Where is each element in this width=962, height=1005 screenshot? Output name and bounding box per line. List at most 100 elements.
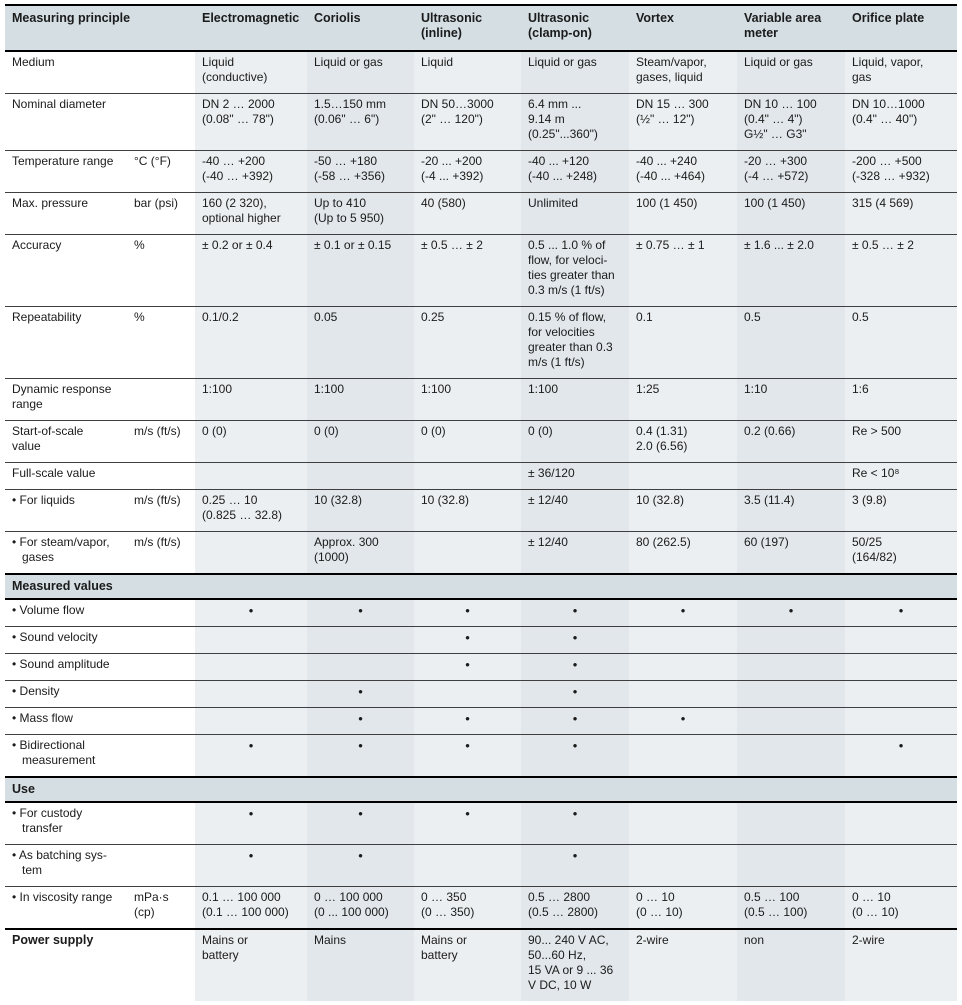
value-cell: 0.5 — [737, 306, 845, 379]
value-cell: 1:6 — [845, 378, 957, 421]
value-cell: 0.1 … 100 000 (0.1 … 100 000) — [195, 886, 307, 929]
row-label: • Mass flow — [5, 707, 127, 735]
dot-cell: • — [629, 707, 737, 735]
value-cell: 10 (32.8) — [307, 489, 414, 532]
value-cell — [307, 462, 414, 490]
row-unit — [127, 801, 195, 845]
measuring-principle-table: Measuring principle Electromagnetic Coriol… — [5, 4, 957, 1001]
column-header: Ultrasonic (inline) — [414, 5, 521, 52]
row-label: Repeatability — [5, 306, 127, 379]
dot-cell: • — [845, 598, 957, 627]
value-cell: Up to 410 (Up to 5 950) — [307, 192, 414, 235]
dot-cell: • — [195, 844, 307, 887]
empty-cell — [845, 653, 957, 681]
column-header: Electromagnetic — [195, 5, 307, 52]
dot-cell: • — [307, 801, 414, 845]
dot-cell: • — [195, 598, 307, 627]
row-label: • Volume flow — [5, 598, 127, 627]
value-cell: 0.5 … 2800 (0.5 … 2800) — [521, 886, 629, 929]
column-header: Vortex — [629, 5, 737, 52]
empty-cell — [414, 844, 521, 887]
value-cell: Liquid or gas — [737, 50, 845, 94]
dot-cell: • — [737, 598, 845, 627]
row-label: Temperature range — [5, 150, 127, 193]
value-cell: 100 (1 450) — [737, 192, 845, 235]
dot-cell: • — [521, 844, 629, 887]
row-label: Max. pressure — [5, 192, 127, 235]
dot-cell: • — [307, 680, 414, 708]
value-cell: Liquid — [414, 50, 521, 94]
value-cell: -20 ... +200 (-4 ... +392) — [414, 150, 521, 193]
column-header: Variable area meter — [737, 5, 845, 52]
dot-cell: • — [521, 707, 629, 735]
empty-cell — [307, 653, 414, 681]
row-unit — [127, 598, 195, 627]
row-label: • In viscosity range — [5, 886, 127, 929]
value-cell: 1:100 — [195, 378, 307, 421]
column-header: Ultrasonic (clamp-on) — [521, 5, 629, 52]
value-cell: 50/25 (164/82) — [845, 531, 957, 574]
value-cell: ± 36/120 — [521, 462, 629, 490]
value-cell: 1:100 — [521, 378, 629, 421]
value-cell: 6.4 mm ... 9.14 m (0.25"...360") — [521, 93, 629, 151]
value-cell: 0.15 % of flow, for velocities greater t… — [521, 306, 629, 379]
dot-cell: • — [195, 801, 307, 845]
section-header: Use — [5, 776, 957, 803]
value-cell: Liquid or gas — [521, 50, 629, 94]
column-header: Orifice plate — [845, 5, 957, 52]
value-cell — [414, 462, 521, 490]
dot-cell: • — [521, 734, 629, 777]
value-cell: 90... 240 V AC, 50...60 Hz, 15 VA or 9 .… — [521, 928, 629, 1001]
row-label: • Density — [5, 680, 127, 708]
row-unit — [127, 734, 195, 777]
row-label: • For steam/vapor, gases — [5, 531, 127, 574]
row-label: Dynamic response range — [5, 378, 127, 421]
row-label: • As batching sys- tem — [5, 844, 127, 887]
value-cell: Mains or battery — [414, 928, 521, 1001]
value-cell: 0 … 10 (0 … 10) — [629, 886, 737, 929]
empty-cell — [845, 707, 957, 735]
value-cell: 315 (4 569) — [845, 192, 957, 235]
value-cell: 0.5 … 100 (0.5 … 100) — [737, 886, 845, 929]
row-label: • Bidirectional measurement — [5, 734, 127, 777]
table-body: Medium Liquid (conductive) Liquid or gas Li… — [5, 50, 957, 1001]
empty-cell — [414, 680, 521, 708]
value-cell: Liquid or gas — [307, 50, 414, 94]
value-cell: 0.05 — [307, 306, 414, 379]
value-cell: 2-wire — [845, 928, 957, 1001]
value-cell — [195, 462, 307, 490]
dot-cell: • — [521, 598, 629, 627]
row-label: • Sound amplitude — [5, 653, 127, 681]
value-cell: 0.25 … 10 (0.825 … 32.8) — [195, 489, 307, 532]
value-cell: -40 ... +240 (-40 ... +464) — [629, 150, 737, 193]
value-cell: 2-wire — [629, 928, 737, 1001]
row-unit — [127, 378, 195, 421]
value-cell: 1.5…150 mm (0.06" … 6") — [307, 93, 414, 151]
row-unit — [127, 928, 195, 1001]
value-cell: Mains or battery — [195, 928, 307, 1001]
value-cell: 0 (0) — [521, 420, 629, 463]
value-cell: 80 (262.5) — [629, 531, 737, 574]
empty-cell — [195, 707, 307, 735]
value-cell: Steam/vapor, gases, liquid — [629, 50, 737, 94]
row-unit: m/s (ft/s) — [127, 420, 195, 463]
empty-cell — [629, 801, 737, 845]
section-header: Measured values — [5, 573, 957, 600]
row-unit: bar (psi) — [127, 192, 195, 235]
value-cell: 0 … 100 000 (0 ... 100 000) — [307, 886, 414, 929]
value-cell: 0 (0) — [307, 420, 414, 463]
row-label: • For liquids — [5, 489, 127, 532]
value-cell: 0 (0) — [414, 420, 521, 463]
empty-cell — [737, 707, 845, 735]
dot-cell: • — [521, 653, 629, 681]
value-cell: -40 … +200 (-40 … +392) — [195, 150, 307, 193]
value-cell: -20 … +300 (-4 … +572) — [737, 150, 845, 193]
empty-cell — [737, 680, 845, 708]
row-unit — [127, 844, 195, 887]
empty-cell — [737, 653, 845, 681]
value-cell: Liquid (conductive) — [195, 50, 307, 94]
value-cell: Re > 500 — [845, 420, 957, 463]
column-header: Coriolis — [307, 5, 414, 52]
empty-cell — [629, 626, 737, 654]
row-label: Power supply — [5, 928, 127, 1001]
